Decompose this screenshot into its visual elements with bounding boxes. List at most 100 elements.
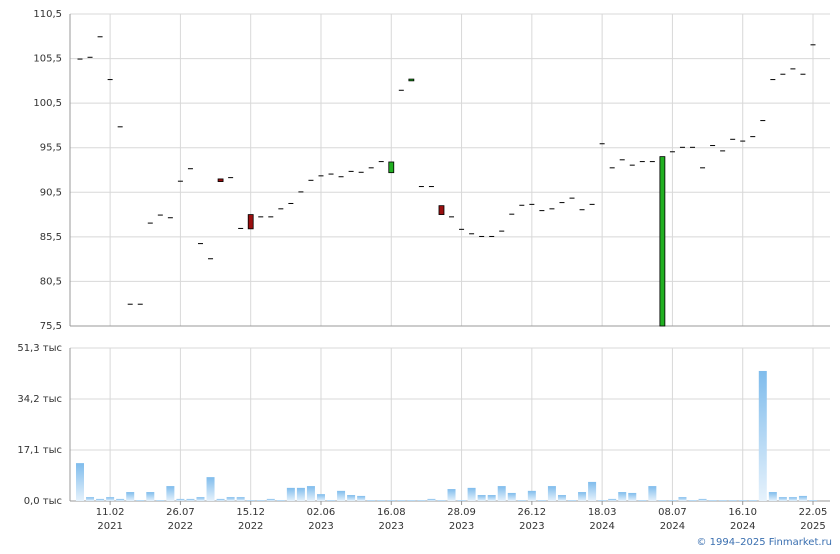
x-tick-label: 26.12 [518,507,547,518]
candle [710,145,716,147]
candle [780,73,786,75]
candle [790,68,796,70]
volume-bar [276,500,285,501]
candle [278,208,284,210]
volume-bar [206,477,215,501]
volume-bar [146,492,155,501]
volume-bar [256,500,265,501]
candle [77,58,83,60]
x-tick-label: 02.06 [307,507,336,518]
candle [398,89,404,91]
volume-bar [758,370,767,501]
volume-bar [507,492,516,501]
candle [438,205,445,215]
copyright[interactable]: © 1994–2025 Finmarket.ru [696,537,832,548]
volume-bar [417,500,426,501]
volume-bar [638,500,647,501]
candle [318,175,324,177]
x-tick-label: 2023 [519,521,544,532]
volume-bar [337,490,346,501]
volume-bar [397,500,406,501]
candle [308,179,314,181]
candle [469,233,475,235]
candle [167,217,173,219]
candle [187,168,193,170]
volume-bar [778,497,787,501]
volume-bar [136,500,145,501]
volume-bar [296,487,305,501]
volume-bar [106,497,115,501]
volume-bar [578,492,587,501]
candle [459,228,465,230]
candle [247,214,254,230]
candle [549,208,555,210]
volume-bar [387,500,396,501]
candle [228,177,234,179]
volume-bar [166,486,175,501]
volume-bar [618,492,627,501]
candle [157,214,163,216]
x-tick-label: 22.05 [799,507,828,518]
candle [800,73,806,75]
candle [589,203,595,205]
volume-bar [347,495,356,501]
x-tick-label: 2023 [308,521,333,532]
x-tick-label: 11.02 [96,507,125,518]
y-tick-label: 85,5 [40,232,62,243]
volume-bar [457,500,466,501]
x-tick-label: 16.08 [377,507,406,518]
volume-bar [116,498,125,501]
volume-bar [547,486,556,501]
volume-bar [497,486,506,501]
candle [197,243,203,245]
y-tick-label: 75,5 [40,321,62,332]
x-tick-label: 18.03 [588,507,617,518]
x-tick-label: 26.07 [166,507,195,518]
candle [87,56,93,58]
x-tick-label: 2024 [730,521,755,532]
volume-bar [186,498,195,501]
volume-bar [668,500,677,501]
volume-bar [598,500,607,501]
candle [208,258,214,260]
candle [690,146,696,148]
candle [649,161,655,163]
candle [509,213,515,215]
volume-bar [487,495,496,501]
volume-bar [216,498,225,501]
volume-bar [557,495,566,501]
candle [217,178,224,182]
candle [489,235,495,237]
volume-bar [628,492,637,501]
candle [609,167,615,169]
candle [449,216,455,218]
y-tick-label: 105,5 [33,54,62,65]
candle [238,227,244,229]
y-tick-label: 51,3 тыс [17,343,62,354]
x-tick-label: 2024 [660,521,685,532]
candle [348,170,354,172]
volume-bar [306,486,315,501]
volume-bar [568,500,577,501]
candle [368,167,374,169]
volume-bar [477,495,486,501]
volume-bar [367,500,376,501]
y-tick-label: 100,5 [33,98,62,109]
candle [720,150,726,152]
volume-bar [678,497,687,501]
candle [619,159,625,161]
volume-bar [718,500,727,501]
volume-bar [658,500,667,501]
volume-bar [316,494,325,501]
volume-bar [708,500,717,501]
candle [770,79,776,81]
candle [338,176,344,178]
volume-bar [427,498,436,501]
volume-bar [96,498,105,501]
candle [599,143,605,145]
x-tick-label: 15.12 [236,507,265,518]
y-tick-label: 17,1 тыс [17,445,62,456]
candle [107,79,113,81]
y-tick-label: 34,2 тыс [17,394,62,405]
